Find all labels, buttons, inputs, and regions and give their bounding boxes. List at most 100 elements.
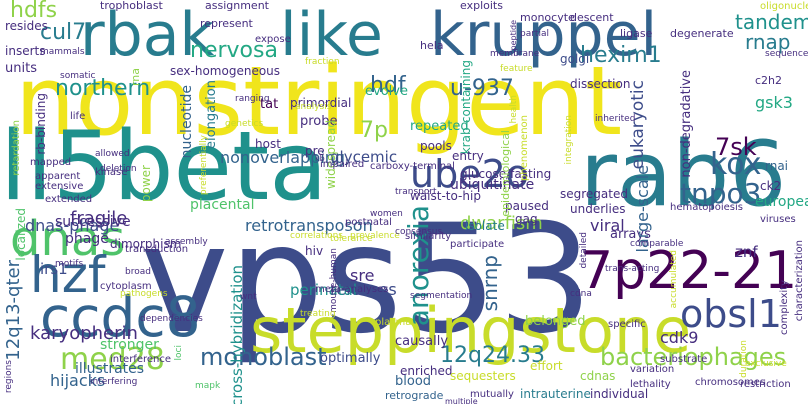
cloud-word-inherited: inherited — [595, 114, 636, 124]
cloud-word-blood: blood — [395, 374, 432, 389]
cloud-word-ubiquitinate: ubiquitinate — [450, 177, 535, 193]
cloud-word-loci: loci — [174, 345, 184, 361]
cloud-word-dwarfism: dwarfism — [460, 213, 543, 234]
cloud-word-units: units — [5, 61, 37, 76]
cloud-word-chromosomes: chromosomes — [695, 377, 766, 388]
cloud-word-repeated: repeated — [410, 119, 469, 134]
cloud-word-hzf: hzf — [30, 246, 106, 304]
cloud-word-specific: specific — [608, 319, 646, 330]
cloud-word-arrays: arrays — [610, 227, 651, 242]
cloud-word-dnas-phage: dnas-phage — [25, 216, 120, 235]
cloud-word-comparable: comparable — [630, 239, 684, 249]
cloud-word-transduction: transduction — [125, 244, 189, 255]
cloud-word-intrauterine: intrauterine — [520, 387, 591, 401]
cloud-word-gag: gag — [515, 212, 538, 226]
cloud-word-degenerate: degenerate — [670, 27, 734, 40]
cloud-word-pools: pools — [420, 139, 452, 153]
cloud-word-sequence: sequence — [765, 49, 808, 59]
cloud-word-localized: localized — [14, 208, 28, 261]
cloud-word-broad: broad — [125, 267, 151, 277]
cloud-word-underlies: underlies — [570, 202, 626, 216]
cloud-word-gsk3: gsk3 — [755, 93, 793, 112]
cloud-word-med28: med28 — [60, 342, 165, 377]
cloud-word-genetics: genetics — [225, 119, 264, 129]
cloud-word-carboxy-terminal: carboxy-terminal — [370, 161, 455, 172]
cloud-word-karyopherin: karyopherin — [30, 323, 138, 344]
cloud-word-european: european — [755, 194, 808, 210]
cloud-word-optimally: optimally — [320, 351, 381, 366]
cloud-word-isolate: isolate — [465, 219, 505, 233]
cloud-word-duration: duration — [739, 340, 749, 378]
cloud-word-substrate: substrate — [660, 354, 708, 365]
cloud-word-assignment: assignment — [205, 0, 269, 12]
cloud-word-dependencies: dependencies — [140, 314, 203, 324]
cloud-word-rab6: rab6 — [580, 122, 787, 227]
cloud-word-dissection: dissection — [570, 77, 631, 91]
cloud-word-irs1: irs1 — [40, 260, 68, 278]
cloud-word-dimorphism: dimorphism — [110, 237, 182, 251]
cloud-word-tolerance: tolerance — [330, 234, 373, 244]
cloud-word-fraction: fraction — [305, 57, 340, 67]
cloud-word-entry: entry — [452, 149, 484, 163]
cloud-word-represent: represent — [200, 17, 253, 30]
cloud-word-rb-binding: rb-binding — [34, 93, 48, 155]
cloud-word-ligase: ligase — [620, 27, 653, 40]
cloud-word-inserts: inserts — [5, 44, 46, 58]
cloud-word-golgi: golgi — [560, 52, 590, 66]
cloud-word-pathogens: pathogens — [120, 289, 168, 299]
cloud-word-hdf: hdf — [370, 73, 406, 98]
cloud-word-impaired: impaired — [320, 159, 365, 170]
cloud-word-ube2o: ube2o — [410, 152, 530, 196]
cloud-word-ranging: ranging — [235, 94, 270, 104]
cloud-word-perinatal: perinatal — [290, 281, 358, 299]
cloud-word-stronger: stronger — [100, 337, 159, 353]
cloud-word-glycemic: glycemic — [330, 148, 398, 166]
cloud-word-detailed: detailed — [579, 232, 589, 269]
cloud-word-kox: kox — [710, 147, 762, 182]
cloud-word-rnap: rnap — [745, 30, 791, 54]
cloud-word-trophoblast: trophoblast — [100, 0, 163, 12]
cloud-word-monocyte: monocyte — [520, 11, 575, 24]
cloud-word-probe: probe — [300, 114, 338, 129]
cloud-word-treating: treating — [300, 309, 336, 319]
cloud-word-mapk: mapk — [195, 381, 221, 391]
cloud-word-kinase: kinase — [95, 167, 128, 178]
cloud-word-bacteriophages: bacteriophages — [600, 343, 787, 371]
cloud-word-viral: viral — [590, 216, 625, 235]
cloud-word-sre: sre — [350, 266, 375, 285]
cloud-word-phenomenon: phenomenon — [519, 115, 530, 181]
cloud-word-anorexia: anorexia — [402, 205, 435, 327]
cloud-word-accumulated: accumulated — [669, 250, 679, 309]
cloud-word-individual: individual — [590, 387, 649, 401]
cloud-word-cdk9: cdk9 — [660, 328, 699, 347]
cloud-word-placental: placental — [190, 197, 255, 213]
cloud-word-mouse-human: mouse-human — [329, 248, 339, 313]
cloud-word-deletion: deletion — [100, 164, 137, 174]
cloud-word-lethality: lethality — [630, 379, 671, 390]
cloud-word-expose: expose — [255, 34, 291, 45]
cloud-word-variation: variation — [630, 364, 675, 375]
cloud-word-extensive: extensive — [35, 181, 84, 192]
cloud-word-7p22-21: 7p22-21 — [580, 241, 798, 301]
cloud-word-effort: effort — [530, 359, 563, 373]
cloud-word-extended: extended — [45, 194, 93, 205]
cloud-word-plasma: plasma — [375, 317, 412, 328]
cloud-word-paused: paused — [505, 199, 549, 213]
cloud-word-hexim1: hexim1 — [580, 43, 662, 68]
cloud-word-tat: tat — [260, 97, 279, 112]
cloud-word-assembly: assembly — [165, 237, 208, 247]
cloud-word-exploits: exploits — [460, 0, 503, 12]
cloud-word-7p: 7p — [360, 118, 388, 143]
cloud-word-viruses: viruses — [760, 214, 796, 225]
cloud-word-belonged: belonged — [525, 314, 586, 329]
cloud-word-c2h2: c2h2 — [755, 74, 783, 87]
cloud-word-rnai: rnai — [765, 159, 789, 173]
cloud-word-women: women — [370, 209, 403, 219]
cloud-word-ck2: ck2 — [760, 179, 782, 193]
cloud-word-hiv: hiv — [305, 244, 324, 258]
cloud-word-mapped: mapped — [30, 157, 72, 168]
cloud-word-northern: northern — [55, 76, 151, 101]
cloud-word-12q24-33: 12q24.33 — [440, 343, 545, 368]
cloud-word-cul7: cul7 — [40, 20, 87, 45]
cloud-word-restriction: restriction — [740, 379, 791, 390]
